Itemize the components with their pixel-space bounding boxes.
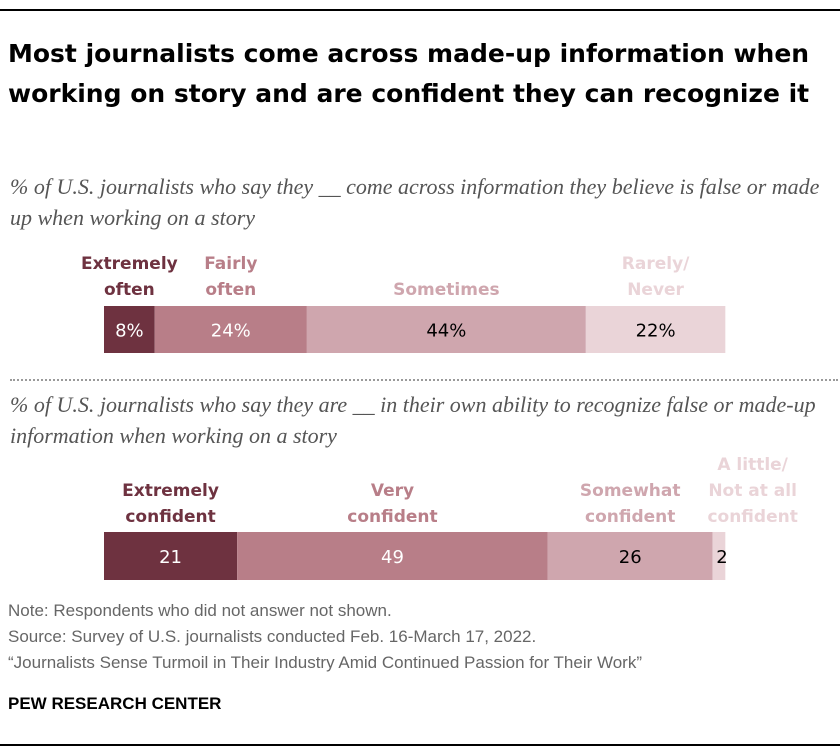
chart2-bar-3 xyxy=(712,532,726,580)
chart1-value-label-0: 8% xyxy=(115,321,144,342)
chart2-value-label-1: 49 xyxy=(381,547,404,568)
chart1-value-label-3: 22% xyxy=(636,321,676,342)
note-text: Note: Respondents who did not answer not… xyxy=(8,601,392,620)
chart2-category-label-0: Extremely confident xyxy=(122,481,219,527)
chart-title: Most journalists come across made-up inf… xyxy=(8,39,810,108)
top-rule xyxy=(0,9,840,11)
chart2-category-label-3: A little/Not at all confident xyxy=(707,455,797,527)
chart1-stacked-bar: 8% Extremely often 24% Fairly often 44% Sometim… xyxy=(81,254,726,353)
source-text: Source: Survey of U.S. journalists condu… xyxy=(8,627,537,646)
chart2-subtitle: % of U.S. journalists who say they are _… xyxy=(10,392,816,448)
report-title-text: “Journalists Sense Turmoil in Their Indu… xyxy=(8,653,642,672)
chart2-value-label-0: 21 xyxy=(159,547,182,568)
chart2-bar-2 xyxy=(547,532,713,580)
chart1-bar-0 xyxy=(104,306,155,353)
chart2-bar-1 xyxy=(237,532,548,580)
chart2-value-label-3: 2 xyxy=(716,547,727,568)
chart2-stacked-bar: 21 Extremely confident 49 Very confident 26 Som… xyxy=(104,455,798,580)
chart2-category-label-2: Somewhat confident xyxy=(580,481,681,527)
chart2-category-label-1: Very confident xyxy=(347,481,437,527)
chart1-bar-3 xyxy=(585,306,726,353)
section-divider xyxy=(10,379,838,381)
chart1-category-label-1: Fairly often xyxy=(204,254,257,300)
chart1-bar-2 xyxy=(306,306,586,353)
chart1-category-label-2: Sometimes xyxy=(393,280,499,300)
chart2-bar-0 xyxy=(104,532,238,580)
chart1-bar-1 xyxy=(154,306,307,353)
chart1-value-label-1: 24% xyxy=(211,321,251,342)
chart2-value-label-2: 26 xyxy=(619,547,642,568)
chart1-category-label-3: Rarely/Never xyxy=(622,254,690,300)
bottom-rule xyxy=(0,744,840,746)
chart1-subtitle: % of U.S. journalists who say they __ co… xyxy=(10,174,820,230)
chart1-category-label-0: Extremely often xyxy=(81,254,178,300)
chart1-value-label-2: 44% xyxy=(426,321,466,342)
brand-logo-text: PEW RESEARCH CENTER xyxy=(8,694,222,713)
